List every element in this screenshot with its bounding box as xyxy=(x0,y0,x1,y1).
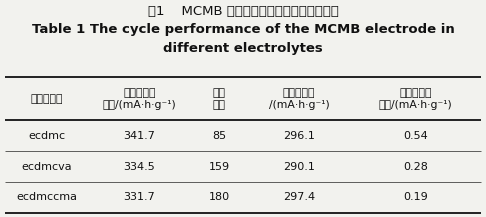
Text: 331.7: 331.7 xyxy=(123,192,156,202)
Text: 0.28: 0.28 xyxy=(403,161,428,172)
Text: 平均每次衰
减量/(mA·h·g⁻¹): 平均每次衰 减量/(mA·h·g⁻¹) xyxy=(379,88,452,110)
Text: 180: 180 xyxy=(208,192,230,202)
Text: 334.5: 334.5 xyxy=(123,161,156,172)
Text: 电解液类型: 电解液类型 xyxy=(30,94,63,104)
Text: 0.54: 0.54 xyxy=(403,131,428,141)
Text: ecdmccma: ecdmccma xyxy=(16,192,77,202)
Text: ecdmc: ecdmc xyxy=(28,131,65,141)
Text: 首次放电比
容量/(mA·h·g⁻¹): 首次放电比 容量/(mA·h·g⁻¹) xyxy=(103,88,176,110)
Text: different electrolytes: different electrolytes xyxy=(163,42,323,55)
Text: 85: 85 xyxy=(212,131,226,141)
Text: 0.19: 0.19 xyxy=(403,192,428,202)
Text: 290.1: 290.1 xyxy=(283,161,315,172)
Text: 297.4: 297.4 xyxy=(283,192,315,202)
Text: ecdmcva: ecdmcva xyxy=(21,161,72,172)
Text: 表1    MCMB 电极在不同电解液中的循环性能: 表1 MCMB 电极在不同电解液中的循环性能 xyxy=(148,5,338,18)
Text: 循环
次数: 循环 次数 xyxy=(213,88,226,110)
Text: Table 1 The cycle performance of the MCMB electrode in: Table 1 The cycle performance of the MCM… xyxy=(32,23,454,36)
Text: 341.7: 341.7 xyxy=(123,131,156,141)
Text: 159: 159 xyxy=(208,161,230,172)
Text: 放电比容量
/(mA·h·g⁻¹): 放电比容量 /(mA·h·g⁻¹) xyxy=(269,88,330,110)
Text: 296.1: 296.1 xyxy=(283,131,315,141)
